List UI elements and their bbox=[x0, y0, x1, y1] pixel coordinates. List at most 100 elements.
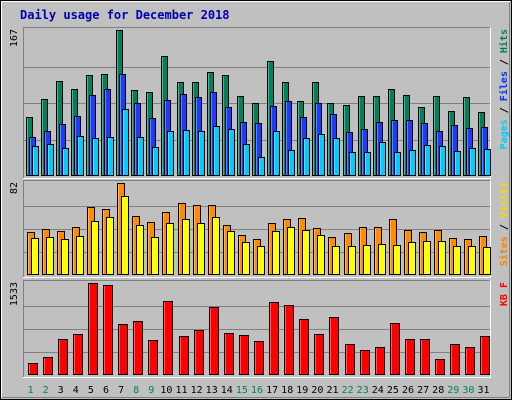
bar-pages-day-29 bbox=[454, 151, 461, 176]
panel-visits: 82 Sites / Visits bbox=[9, 180, 510, 278]
bar-pages-day-26 bbox=[409, 150, 416, 176]
bar-kb-f-day-14 bbox=[224, 333, 234, 375]
bar-pages-day-28 bbox=[439, 146, 446, 176]
x-tick-label-day-19: 19 bbox=[296, 385, 308, 396]
bar-visits-day-6 bbox=[106, 217, 114, 275]
x-tick-label-day-12: 12 bbox=[191, 385, 203, 396]
bar-visits-day-28 bbox=[438, 241, 446, 275]
bar-pages-day-21 bbox=[333, 138, 340, 176]
bar-pages-day-22 bbox=[349, 152, 356, 176]
x-axis-tick-labels: 1 2 3 4 5 6 7 8 9 10 11 12 13 14 15 16 17 18 19 20 21 22 23 24 2… bbox=[27, 385, 489, 396]
panel-kbytes-ymax-label: 1533 bbox=[9, 282, 20, 306]
bar-pages-day-9 bbox=[152, 147, 159, 176]
x-tick-label-day-15: 15 bbox=[236, 385, 248, 396]
bar-pages-day-19 bbox=[303, 138, 310, 176]
bar-kb-f-day-17 bbox=[269, 302, 279, 375]
bar-kb-f-day-23 bbox=[360, 350, 370, 375]
bar-kb-f-day-7 bbox=[118, 324, 128, 375]
legend-sites: Sites bbox=[498, 236, 510, 266]
bar-visits-day-4 bbox=[76, 236, 84, 275]
panel-hits: 167 Pages / Files / Hits bbox=[9, 27, 510, 179]
bar-pages-day-12 bbox=[198, 131, 205, 176]
panel-kbytes-legend: KB F bbox=[499, 282, 510, 306]
panel-hits-ymax-label: 167 bbox=[9, 29, 20, 47]
bar-visits-day-30 bbox=[468, 246, 476, 275]
bar-kb-f-day-18 bbox=[284, 305, 294, 375]
panel-hits-legend: Pages / Files / Hits bbox=[498, 29, 510, 149]
bar-pages-day-14 bbox=[228, 129, 235, 176]
bar-visits-day-5 bbox=[91, 221, 99, 275]
legend-hits: Hits bbox=[498, 29, 510, 53]
x-tick-label-day-1: 1 bbox=[27, 385, 33, 396]
x-tick-label-day-17: 17 bbox=[266, 385, 278, 396]
x-tick-label-day-18: 18 bbox=[281, 385, 293, 396]
bar-visits-day-13 bbox=[212, 217, 220, 275]
bar-kb-f-day-31 bbox=[480, 336, 490, 375]
bar-visits-day-24 bbox=[378, 244, 386, 275]
bar-kb-f-day-22 bbox=[345, 344, 355, 375]
legend-kb-f: KB F bbox=[499, 282, 510, 306]
bar-kb-f-day-5 bbox=[88, 283, 98, 375]
bar-pages-day-16 bbox=[258, 157, 265, 176]
bar-pages-day-27 bbox=[424, 145, 431, 176]
x-tick-label-day-7: 7 bbox=[118, 385, 124, 396]
bar-pages-day-3 bbox=[62, 148, 69, 176]
x-tick-label-day-29: 29 bbox=[447, 385, 459, 396]
bar-pages-day-17 bbox=[273, 131, 280, 176]
bar-visits-day-14 bbox=[227, 231, 235, 275]
bar-kb-f-day-12 bbox=[194, 330, 204, 375]
bar-visits-day-11 bbox=[182, 219, 190, 275]
x-tick-label-day-6: 6 bbox=[103, 385, 109, 396]
bar-visits-day-18 bbox=[287, 227, 295, 275]
bar-kb-f-day-16 bbox=[254, 341, 264, 375]
bar-visits-day-17 bbox=[272, 231, 280, 275]
x-tick-label-day-22: 22 bbox=[342, 385, 354, 396]
bar-kb-f-day-3 bbox=[58, 339, 68, 375]
panel-visits-ymax-label: 82 bbox=[9, 182, 20, 194]
series-visits bbox=[31, 196, 491, 275]
bar-visits-day-23 bbox=[363, 245, 371, 275]
legend-visits: Visits bbox=[498, 182, 510, 218]
x-tick-label-day-10: 10 bbox=[160, 385, 172, 396]
bar-pages-day-1 bbox=[32, 146, 39, 176]
bar-kb-f-day-1 bbox=[28, 363, 38, 375]
bar-pages-day-15 bbox=[243, 144, 250, 176]
bar-kb-f-day-20 bbox=[314, 334, 324, 375]
bar-pages-day-30 bbox=[469, 148, 476, 176]
bar-visits-day-12 bbox=[197, 223, 205, 275]
bar-kb-f-day-25 bbox=[390, 323, 400, 375]
bar-pages-day-23 bbox=[364, 152, 371, 176]
bar-kb-f-day-15 bbox=[239, 335, 249, 375]
x-tick-label-day-13: 13 bbox=[206, 385, 218, 396]
bar-visits-day-16 bbox=[257, 246, 265, 275]
x-tick-label-day-27: 27 bbox=[417, 385, 429, 396]
bar-visits-day-29 bbox=[453, 246, 461, 275]
bar-kb-f-day-28 bbox=[435, 359, 445, 375]
bar-kb-f-day-30 bbox=[465, 347, 475, 375]
bar-kb-f-day-29 bbox=[450, 344, 460, 375]
bar-visits-day-31 bbox=[483, 247, 491, 275]
x-tick-label-day-14: 14 bbox=[221, 385, 233, 396]
bar-pages-day-24 bbox=[379, 142, 386, 176]
x-tick-label-day-26: 26 bbox=[402, 385, 414, 396]
x-tick-label-day-4: 4 bbox=[73, 385, 79, 396]
x-tick-label-day-3: 3 bbox=[58, 385, 64, 396]
bar-pages-day-2 bbox=[47, 144, 54, 176]
x-tick-label-day-30: 30 bbox=[462, 385, 474, 396]
bar-kb-f-day-19 bbox=[299, 319, 309, 375]
panel-kbytes: 1533 KB F bbox=[9, 280, 510, 378]
x-tick-label-day-11: 11 bbox=[175, 385, 187, 396]
bar-pages-day-18 bbox=[288, 150, 295, 176]
bar-kb-f-day-27 bbox=[420, 339, 430, 375]
x-tick-label-day-24: 24 bbox=[372, 385, 384, 396]
x-tick-label-day-9: 9 bbox=[148, 385, 154, 396]
bar-visits-day-21 bbox=[332, 246, 340, 275]
bar-visits-day-15 bbox=[242, 242, 250, 275]
x-tick-label-day-31: 31 bbox=[477, 385, 489, 396]
bar-pages-day-8 bbox=[137, 137, 144, 176]
bar-kb-f-day-24 bbox=[375, 347, 385, 375]
bar-visits-day-8 bbox=[136, 225, 144, 275]
bar-visits-day-19 bbox=[302, 230, 310, 275]
legend-separator: / bbox=[499, 218, 510, 236]
